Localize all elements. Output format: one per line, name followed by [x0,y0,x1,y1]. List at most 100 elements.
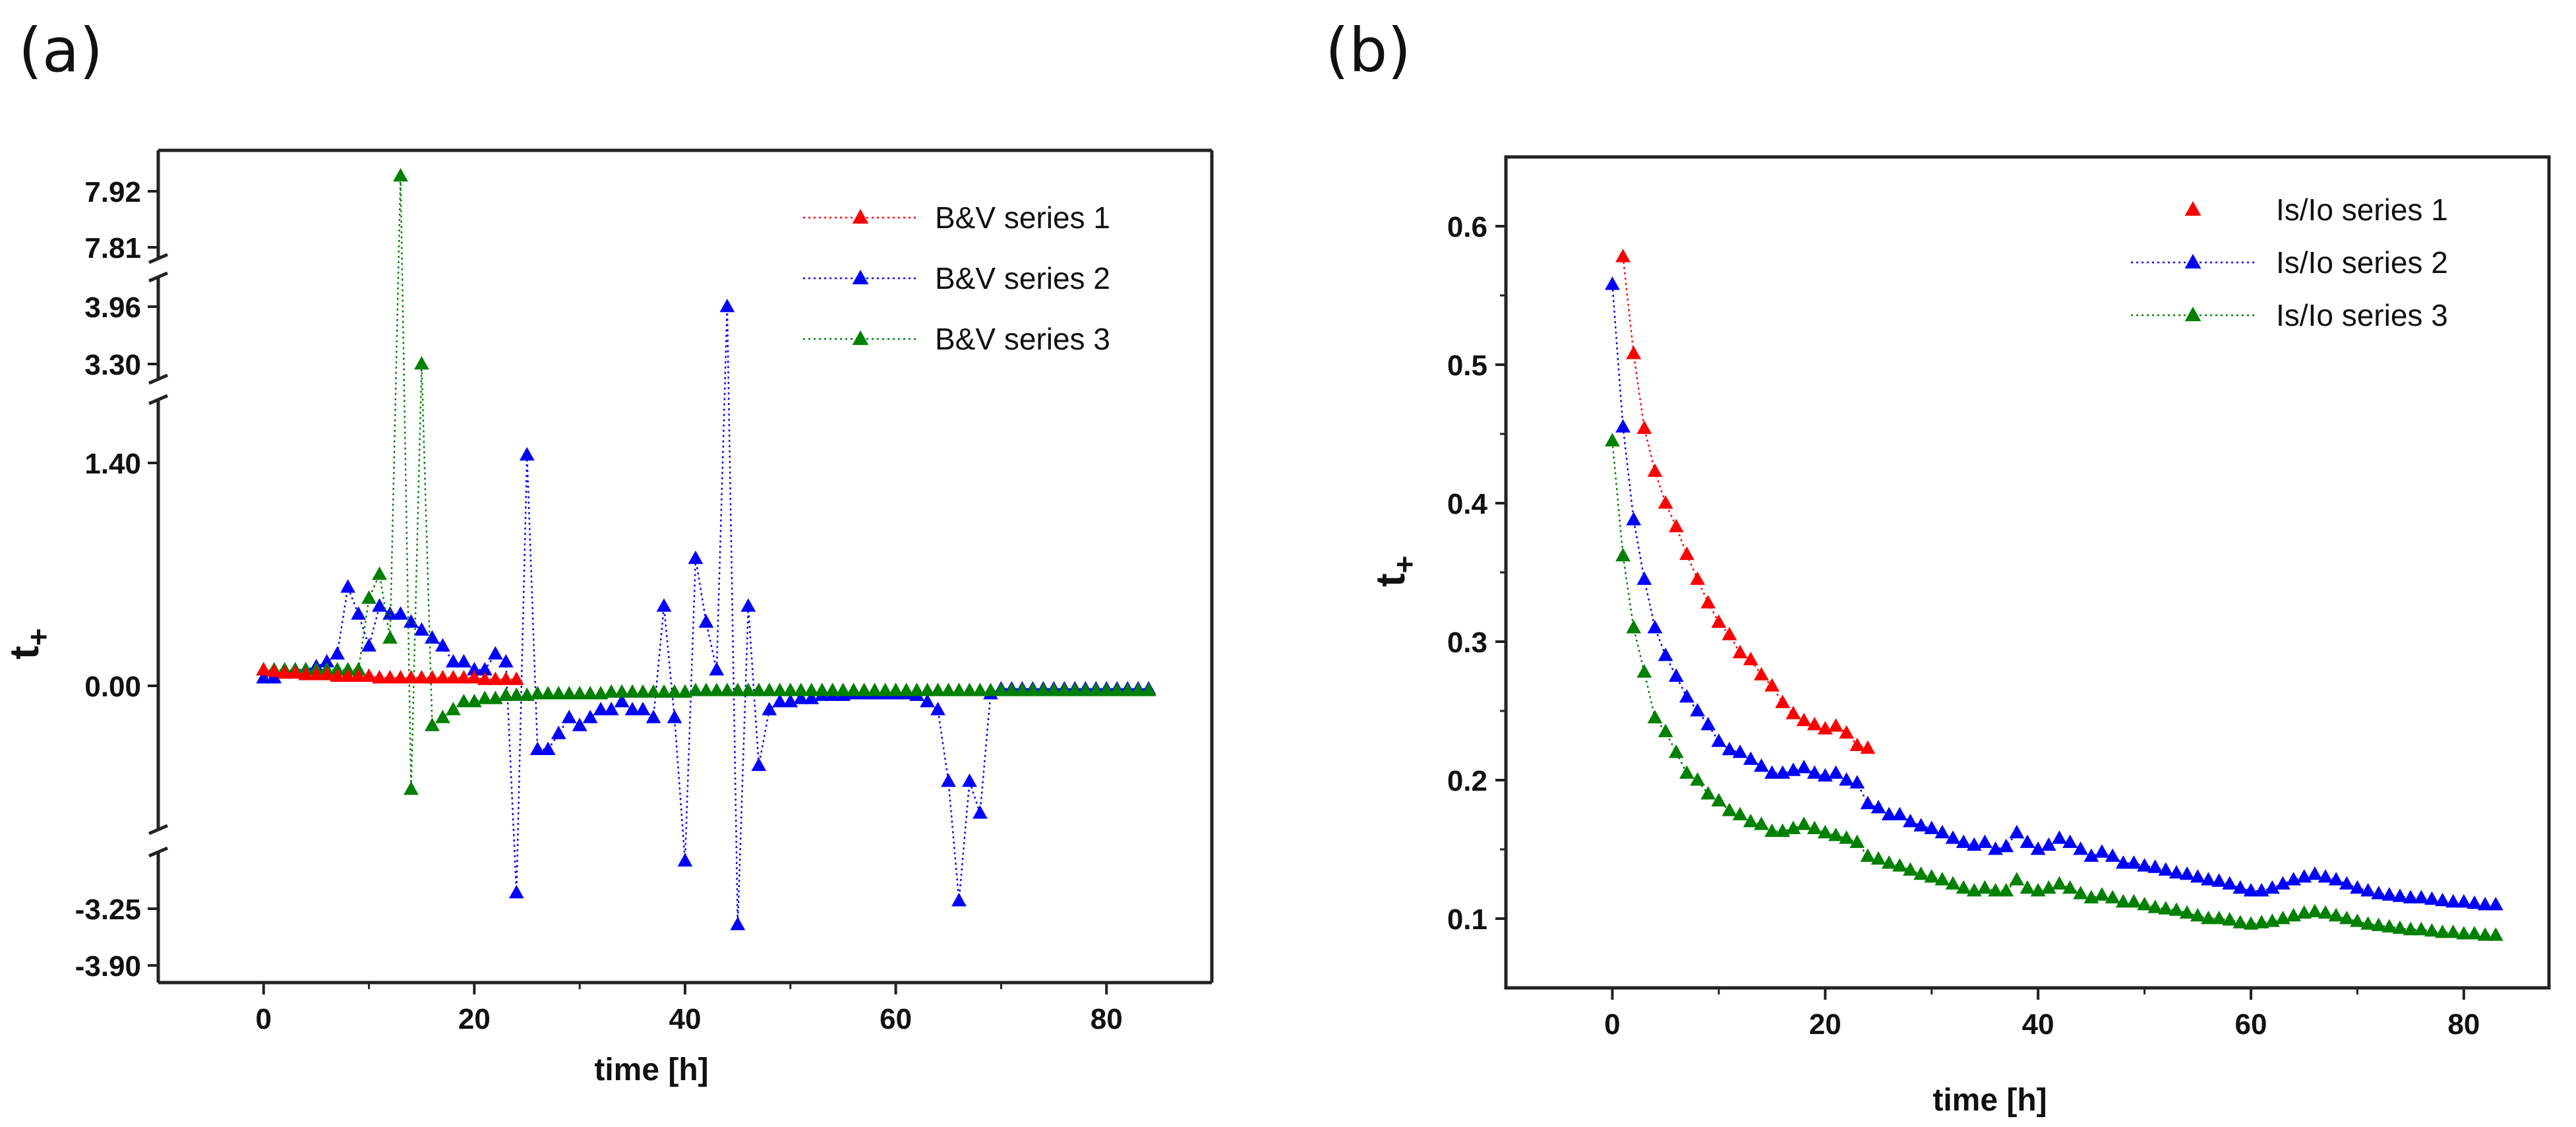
panel-a-series-1-point [414,669,429,684]
panel-b-series-1-point [1679,546,1694,561]
panel-a-series-1-point [508,671,524,685]
panel-a-y-tick-label: 7.81 [84,232,141,264]
panel-b-y-tick-label: 0.5 [1447,350,1487,382]
panel-a-y-tick-label: 7.92 [84,176,141,208]
panel-b-series-2-point [1668,668,1684,682]
panel-b-series-2-point [1605,276,1620,290]
panel-b-series-2-point [2073,841,2089,855]
panel-a-series-3-point [1098,683,1114,696]
panel-b-series-2-point [2190,869,2205,883]
panel-a-series-2-point [361,638,376,652]
panel-b-series-2-point [1647,620,1663,634]
panel-a-series-2-point [572,717,587,731]
panel-a-series-3-point [1130,683,1146,696]
panel-a-x-tick-label: 40 [669,1003,702,1035]
panel-b-y-tick-label: 0.3 [1447,626,1487,659]
panel-a-series-3-point [582,686,598,700]
panel-a-series-2-point [372,598,387,612]
panel-a-series-1-point [266,663,282,677]
panel-a-series-2-point [635,702,651,716]
panel-a-series-2-point [256,669,272,684]
panel-a-x-tick-label: 20 [458,1003,491,1035]
panel-a-series-3-point [804,683,820,696]
panel-b-series-3-point [2488,927,2503,941]
panel-a-series-3-point [498,687,514,701]
panel-a-series-3-point [709,683,725,696]
panel-a-series-3-point [1056,683,1072,696]
panel-b-series-2-point [1998,838,2014,853]
panel-a-series-1-point [382,669,398,684]
panel-a-series-2-point [941,773,956,787]
panel-b-series-2-point [2020,834,2035,848]
panel-a-series-2-point [667,710,682,723]
panel-b-series-3-point [1849,834,1865,848]
panel-b-series-2-point [2350,880,2365,894]
panel-b-y-axis-label-main: t [1368,573,1414,587]
panel-a-series-1-point [435,669,450,684]
panel-a-series-3-point [1035,683,1051,696]
panel-b-series-1-point [1785,706,1801,719]
panel-a-series-3-point [361,590,376,604]
panel-a-series-3-point [909,683,924,696]
panel-a-series-3-point [783,683,798,696]
panel-b-series-2-point [2477,897,2493,911]
panel-b-series-3-point [1839,830,1854,844]
panel-b-series-2-point [2424,891,2440,905]
panel-b-series-2-point [1796,760,1812,774]
panel-a-series-3-point [372,566,387,580]
panel-b-series-3-point [1903,862,1918,876]
panel-b-series-3-point [1892,858,1907,872]
panel-b-series-3-point [2296,905,2312,919]
panel-b-series-2-point [2392,888,2408,902]
panel-b-legend-entry-2: Is/Io series 2 [2276,245,2448,280]
panel-b-series-3-point [1764,823,1780,838]
panel-a-y-axis-label-sub: + [21,628,55,646]
panel-b-series-1-point [1732,644,1748,659]
panel-b-series-3-point [2413,921,2429,936]
panel-a-y-tick-label: 1.40 [84,448,141,480]
panel-b-series-1-point [1722,626,1737,640]
panel-a-series-3-point [751,683,767,696]
panel-a-series-2-point [467,661,482,676]
panel-b-series-2-point [2371,886,2387,899]
panel-b-series-3-point [2094,887,2110,901]
panel-b-series-3-point [1956,880,1971,894]
panel-b-series-2-point [2318,869,2333,883]
panel-a-legend-marker-2 [852,270,869,285]
panel-a-series-3-point [656,684,672,698]
panel-b-series-2-point [2179,866,2195,880]
panel-a-series-1-point [287,665,303,679]
panel-a-series-2-point [529,741,545,755]
panel-a-series-3-point [519,687,535,701]
panel-a-series-3-point [425,717,440,731]
panel-b-series-2-point [1828,765,1843,779]
panel-b-series-2-point [2264,880,2280,894]
panel-b-series-2-point [1945,830,1961,844]
panel-b-series-2-point [2083,848,2099,862]
panel-b-series-3-point [2126,894,2142,908]
panel-b-series-3-point [1998,883,2014,897]
panel-a-series-1-point [467,669,482,684]
panel-a-series-2-point [561,710,577,723]
panel-b-series-3-point [2477,927,2493,941]
panel-b-series-3-point [2147,899,2163,913]
panel-a-series-2-point [719,299,735,313]
panel-a-series-3-point [624,684,640,698]
panel-a-legend-entry-2: B&V series 2 [935,261,1110,295]
panel-a-series-2-point [393,606,408,620]
panel-b-series-3-point [1860,848,1876,862]
panel-b-series-3-point [1668,745,1684,758]
panel-b-series-3-point [2328,907,2344,922]
panel-a-series-3-point [941,683,956,696]
panel-b-series-2-point [2201,872,2216,886]
panel-a-series-1-point [340,668,356,682]
panel-a-series-1-point [361,668,376,682]
panel-b-series-2-point [2232,880,2248,894]
panel-a-series-3-point [899,683,914,696]
panel-a-y-tick-label: 3.30 [84,349,141,381]
panel-b-series-2-point [2030,841,2046,855]
panel-a-series-1-point [351,668,367,682]
panel-a-series-2-point [582,710,598,723]
panel-b-series-2-point [1839,772,1854,786]
panel-b-series-2-point [1924,820,1940,834]
